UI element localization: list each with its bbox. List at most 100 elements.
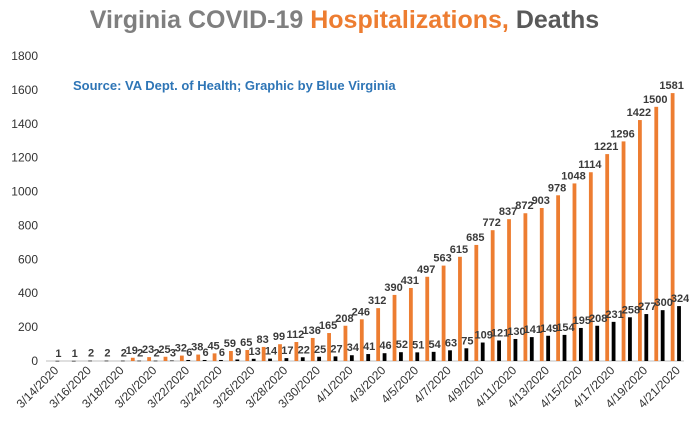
data-label-deaths: 149 xyxy=(540,323,558,335)
bar-deaths xyxy=(120,360,125,362)
data-label-deaths: 277 xyxy=(638,301,656,313)
data-label-deaths: 121 xyxy=(491,327,509,339)
data-label-hospitalizations: 1221 xyxy=(594,141,618,153)
bar-hospitalizations xyxy=(278,344,282,361)
bar-deaths xyxy=(448,350,452,361)
bar-deaths xyxy=(660,310,665,361)
bar-hospitalizations xyxy=(670,93,675,361)
bar-deaths xyxy=(644,314,649,361)
data-label-deaths: 13 xyxy=(249,346,261,358)
bar-deaths xyxy=(219,359,223,361)
data-label-hospitalizations: 497 xyxy=(417,264,435,276)
data-label-hospitalizations: 19 xyxy=(126,345,138,357)
bar-deaths xyxy=(628,317,632,361)
bar-hospitalizations xyxy=(654,106,659,361)
data-label-deaths: 2 xyxy=(88,348,94,360)
data-label-deaths: 231 xyxy=(605,309,623,321)
data-label-hospitalizations: 59 xyxy=(224,338,236,350)
data-label-hospitalizations: 23 xyxy=(142,344,154,356)
data-label-deaths: 300 xyxy=(654,297,672,309)
bar-deaths xyxy=(431,351,436,361)
data-label-hospitalizations: 165 xyxy=(319,320,337,332)
data-label-hospitalizations: 45 xyxy=(207,340,219,352)
bar-hospitalizations xyxy=(425,276,430,361)
bar-hospitalizations xyxy=(572,183,577,361)
bar-deaths xyxy=(186,359,191,361)
data-label-deaths: 1 xyxy=(72,348,78,360)
bar-hospitalizations xyxy=(179,355,184,361)
bar-deaths xyxy=(497,340,501,361)
data-label-hospitalizations: 1422 xyxy=(627,107,651,119)
data-label-hospitalizations: 112 xyxy=(286,329,304,341)
data-label-deaths: 9 xyxy=(235,346,241,358)
data-label-hospitalizations: 903 xyxy=(532,195,550,207)
data-label-deaths: 14 xyxy=(265,346,278,358)
y-tick-label: 200 xyxy=(18,320,38,334)
data-label-deaths: 46 xyxy=(379,340,391,352)
bar-hospitalizations xyxy=(130,357,135,361)
data-label-deaths: 34 xyxy=(347,342,360,354)
source-annotation: Source: VA Dept. of Health; Graphic by B… xyxy=(73,78,396,93)
data-label-deaths: 41 xyxy=(363,341,375,353)
data-label-hospitalizations: 1296 xyxy=(610,128,634,140)
bar-deaths xyxy=(104,360,109,362)
title-part-deaths: Deaths xyxy=(515,6,600,34)
y-tick-label: 1200 xyxy=(11,151,38,165)
data-label-deaths: 27 xyxy=(330,343,342,355)
data-label-hospitalizations: 1581 xyxy=(659,80,683,92)
bar-deaths xyxy=(562,334,567,361)
bar-deaths xyxy=(611,321,616,361)
chart-title: Virginia COVID-19 Hospitalizations, Deat… xyxy=(0,6,689,35)
data-label-deaths: 6 xyxy=(186,347,192,359)
data-label-deaths: 208 xyxy=(589,313,607,325)
bar-hospitalizations xyxy=(556,195,561,361)
bar-deaths xyxy=(464,348,469,361)
bar-deaths xyxy=(137,360,142,362)
data-label-deaths: 2 xyxy=(137,348,143,360)
bar-deaths xyxy=(578,327,583,361)
data-label-deaths: 1 xyxy=(55,348,61,360)
data-label-deaths: 154 xyxy=(556,322,575,334)
data-label-hospitalizations: 431 xyxy=(401,275,419,287)
bar-hospitalizations xyxy=(605,154,610,361)
y-tick-label: 1000 xyxy=(11,185,38,199)
y-tick-label: 1400 xyxy=(11,117,38,131)
bar-hospitalizations xyxy=(408,287,413,361)
bar-hospitalizations xyxy=(621,141,626,361)
data-label-deaths: 258 xyxy=(622,304,640,316)
title-part-hospitalizations: Hospitalizations, xyxy=(310,6,516,34)
bar-deaths xyxy=(382,353,387,361)
data-label-deaths: 141 xyxy=(524,324,542,336)
data-label-hospitalizations: 246 xyxy=(352,306,370,318)
bar-deaths xyxy=(284,358,289,361)
bar-deaths xyxy=(88,360,92,362)
data-label-hospitalizations: 1048 xyxy=(561,170,585,182)
data-label-deaths: 6 xyxy=(219,347,225,359)
data-label-hospitalizations: 390 xyxy=(384,282,402,294)
bar-deaths xyxy=(513,338,518,361)
data-label-deaths: 195 xyxy=(573,315,591,327)
bar-deaths xyxy=(153,360,158,362)
data-label-deaths: 2 xyxy=(121,348,127,360)
data-label-deaths: 52 xyxy=(396,339,408,351)
bar-deaths xyxy=(300,357,305,361)
bar-hospitalizations xyxy=(588,172,593,361)
bar-hospitalizations xyxy=(212,353,217,361)
data-label-deaths: 130 xyxy=(507,326,525,338)
data-label-hospitalizations: 38 xyxy=(191,342,203,354)
data-label-deaths: 25 xyxy=(314,344,326,356)
data-label-deaths: 51 xyxy=(412,339,424,351)
bar-deaths xyxy=(546,335,551,361)
data-label-deaths: 17 xyxy=(281,345,293,357)
bar-deaths xyxy=(55,360,60,362)
data-label-deaths: 54 xyxy=(429,339,442,351)
data-label-hospitalizations: 312 xyxy=(368,295,386,307)
y-tick-label: 800 xyxy=(18,218,38,232)
bar-hospitalizations xyxy=(359,319,364,361)
bar-deaths xyxy=(235,359,240,361)
y-tick-label: 0 xyxy=(31,354,38,368)
bar-deaths xyxy=(529,337,534,361)
data-label-hospitalizations: 32 xyxy=(175,343,187,355)
bar-deaths xyxy=(317,356,322,361)
